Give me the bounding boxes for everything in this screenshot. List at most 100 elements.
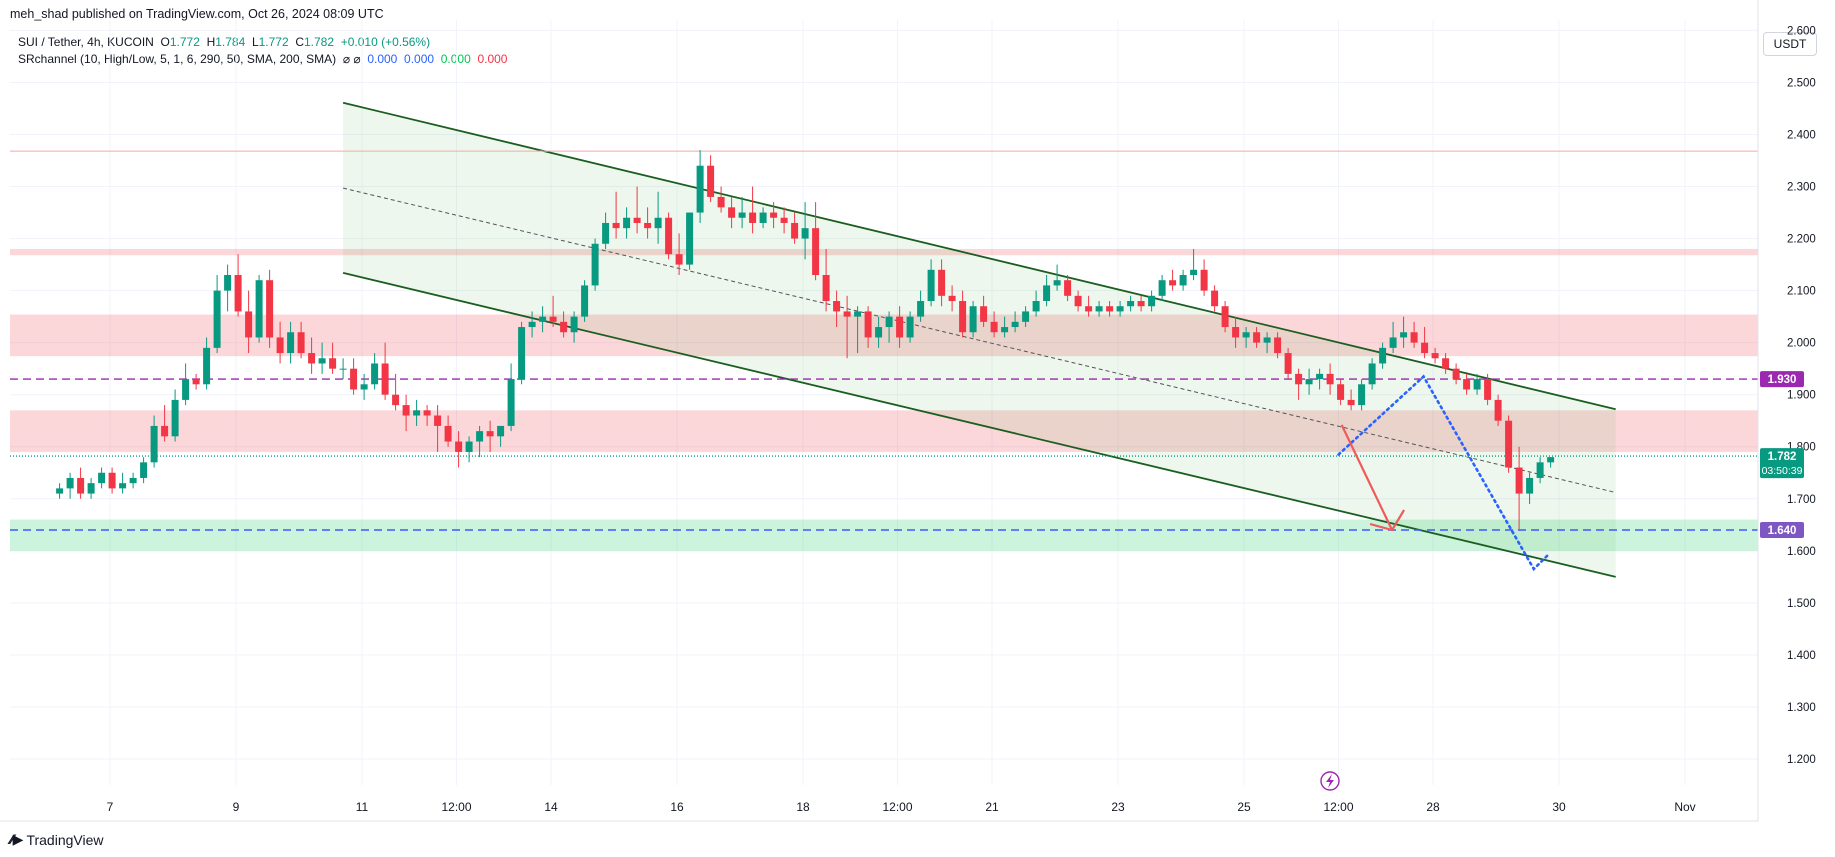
candle-body [591, 243, 599, 286]
price-tick-label: 1.300 [1787, 702, 1816, 714]
candle-body [465, 441, 473, 452]
candle [98, 467, 106, 489]
candle-body [1284, 353, 1292, 374]
candle-body [1190, 269, 1198, 275]
candle-body [1085, 306, 1093, 312]
candle-body [371, 363, 379, 385]
candle [1127, 295, 1135, 312]
symbol-legend[interactable]: SUI / Tether, 4h, KUCOIN O1.772 H1.784 L… [18, 35, 430, 49]
candle [948, 285, 956, 312]
candle [1305, 368, 1313, 395]
candle-body [1358, 384, 1366, 406]
candle-body [1452, 368, 1460, 380]
candle-body [864, 311, 872, 338]
candle [896, 306, 904, 348]
candle [602, 212, 610, 249]
candle-body [245, 311, 253, 338]
candle-body [1400, 332, 1408, 338]
indicator-name: SRchannel (10, High/Low, 5, 1, 6, 290, 5… [18, 52, 337, 66]
candle-body [602, 222, 610, 244]
candle [1053, 264, 1061, 291]
candle-body [665, 217, 673, 255]
price-tick-label: 1.700 [1787, 494, 1816, 506]
candle [833, 290, 841, 328]
candle [675, 233, 683, 275]
candle [87, 477, 95, 499]
price-tick-label: 2.200 [1787, 234, 1816, 246]
candle [581, 280, 589, 322]
candle [770, 202, 778, 229]
candle [1200, 259, 1208, 296]
candle [66, 472, 74, 499]
arrow-shaft [1340, 424, 1394, 531]
candle-body [518, 327, 526, 380]
high-label: H [206, 35, 216, 49]
tradingview-brand[interactable]: ⁄⁄▶ TradingView [10, 831, 104, 848]
candle [56, 483, 64, 499]
candle-body [339, 368, 347, 370]
candle [1547, 457, 1555, 468]
candle [980, 295, 988, 328]
candle-body [1337, 384, 1345, 400]
candle [990, 311, 998, 338]
candle-body [1064, 280, 1072, 296]
candle [1410, 321, 1418, 348]
candle [1473, 373, 1481, 395]
candle-body [455, 441, 463, 452]
time-tick-label: 7 [107, 800, 114, 814]
candle-body [1379, 347, 1387, 364]
candle [749, 186, 757, 234]
candle [1169, 269, 1177, 291]
candle-body [66, 477, 74, 489]
candle-body [728, 207, 736, 218]
sr-zone [10, 519, 1758, 551]
indicator-legend[interactable]: SRchannel (10, High/Low, 5, 1, 6, 290, 5… [18, 52, 507, 66]
candle [1116, 301, 1124, 317]
candle [1400, 316, 1408, 348]
price-badge: 1.782 03:50:39 [1760, 448, 1804, 479]
candle-body [791, 222, 799, 239]
time-tick-label: 12:00 [441, 800, 471, 814]
candle [917, 290, 925, 322]
candle-body [780, 217, 788, 223]
candle-body [1127, 301, 1135, 307]
candle [392, 373, 400, 411]
candle [801, 202, 809, 260]
candle [560, 311, 568, 338]
candle-body [875, 327, 883, 338]
candle [1389, 321, 1397, 354]
price-badges: 1.930 1.640 1.782 03:50:39 [1760, 371, 1804, 538]
candle [1064, 275, 1072, 302]
candle-body [1148, 295, 1156, 307]
candle-body [1137, 301, 1145, 307]
candle-body [234, 275, 242, 312]
candle [1179, 269, 1187, 291]
candle-body [1368, 363, 1376, 385]
candle [1431, 347, 1439, 364]
candle-body [1022, 311, 1030, 322]
candle [1505, 415, 1513, 473]
candle-body [675, 254, 683, 265]
candle [591, 238, 599, 291]
currency-button[interactable]: USDT [1763, 32, 1817, 56]
candle-body [213, 290, 221, 348]
candle [171, 389, 179, 442]
candle [1158, 275, 1166, 302]
candle-body [1295, 373, 1303, 385]
candle-body [1494, 399, 1502, 421]
candle [486, 420, 494, 452]
candle-body [581, 285, 589, 317]
candle-body [959, 301, 967, 333]
candle-body [969, 306, 977, 333]
candle [182, 363, 190, 406]
time-tick-label: 28 [1426, 800, 1440, 814]
candle [633, 186, 641, 234]
candle-body [434, 415, 442, 426]
candle [644, 207, 652, 239]
candle [906, 311, 914, 343]
candle-body [1169, 280, 1177, 286]
candle-body [444, 425, 452, 442]
candle [696, 150, 704, 223]
candle-body [140, 462, 148, 478]
